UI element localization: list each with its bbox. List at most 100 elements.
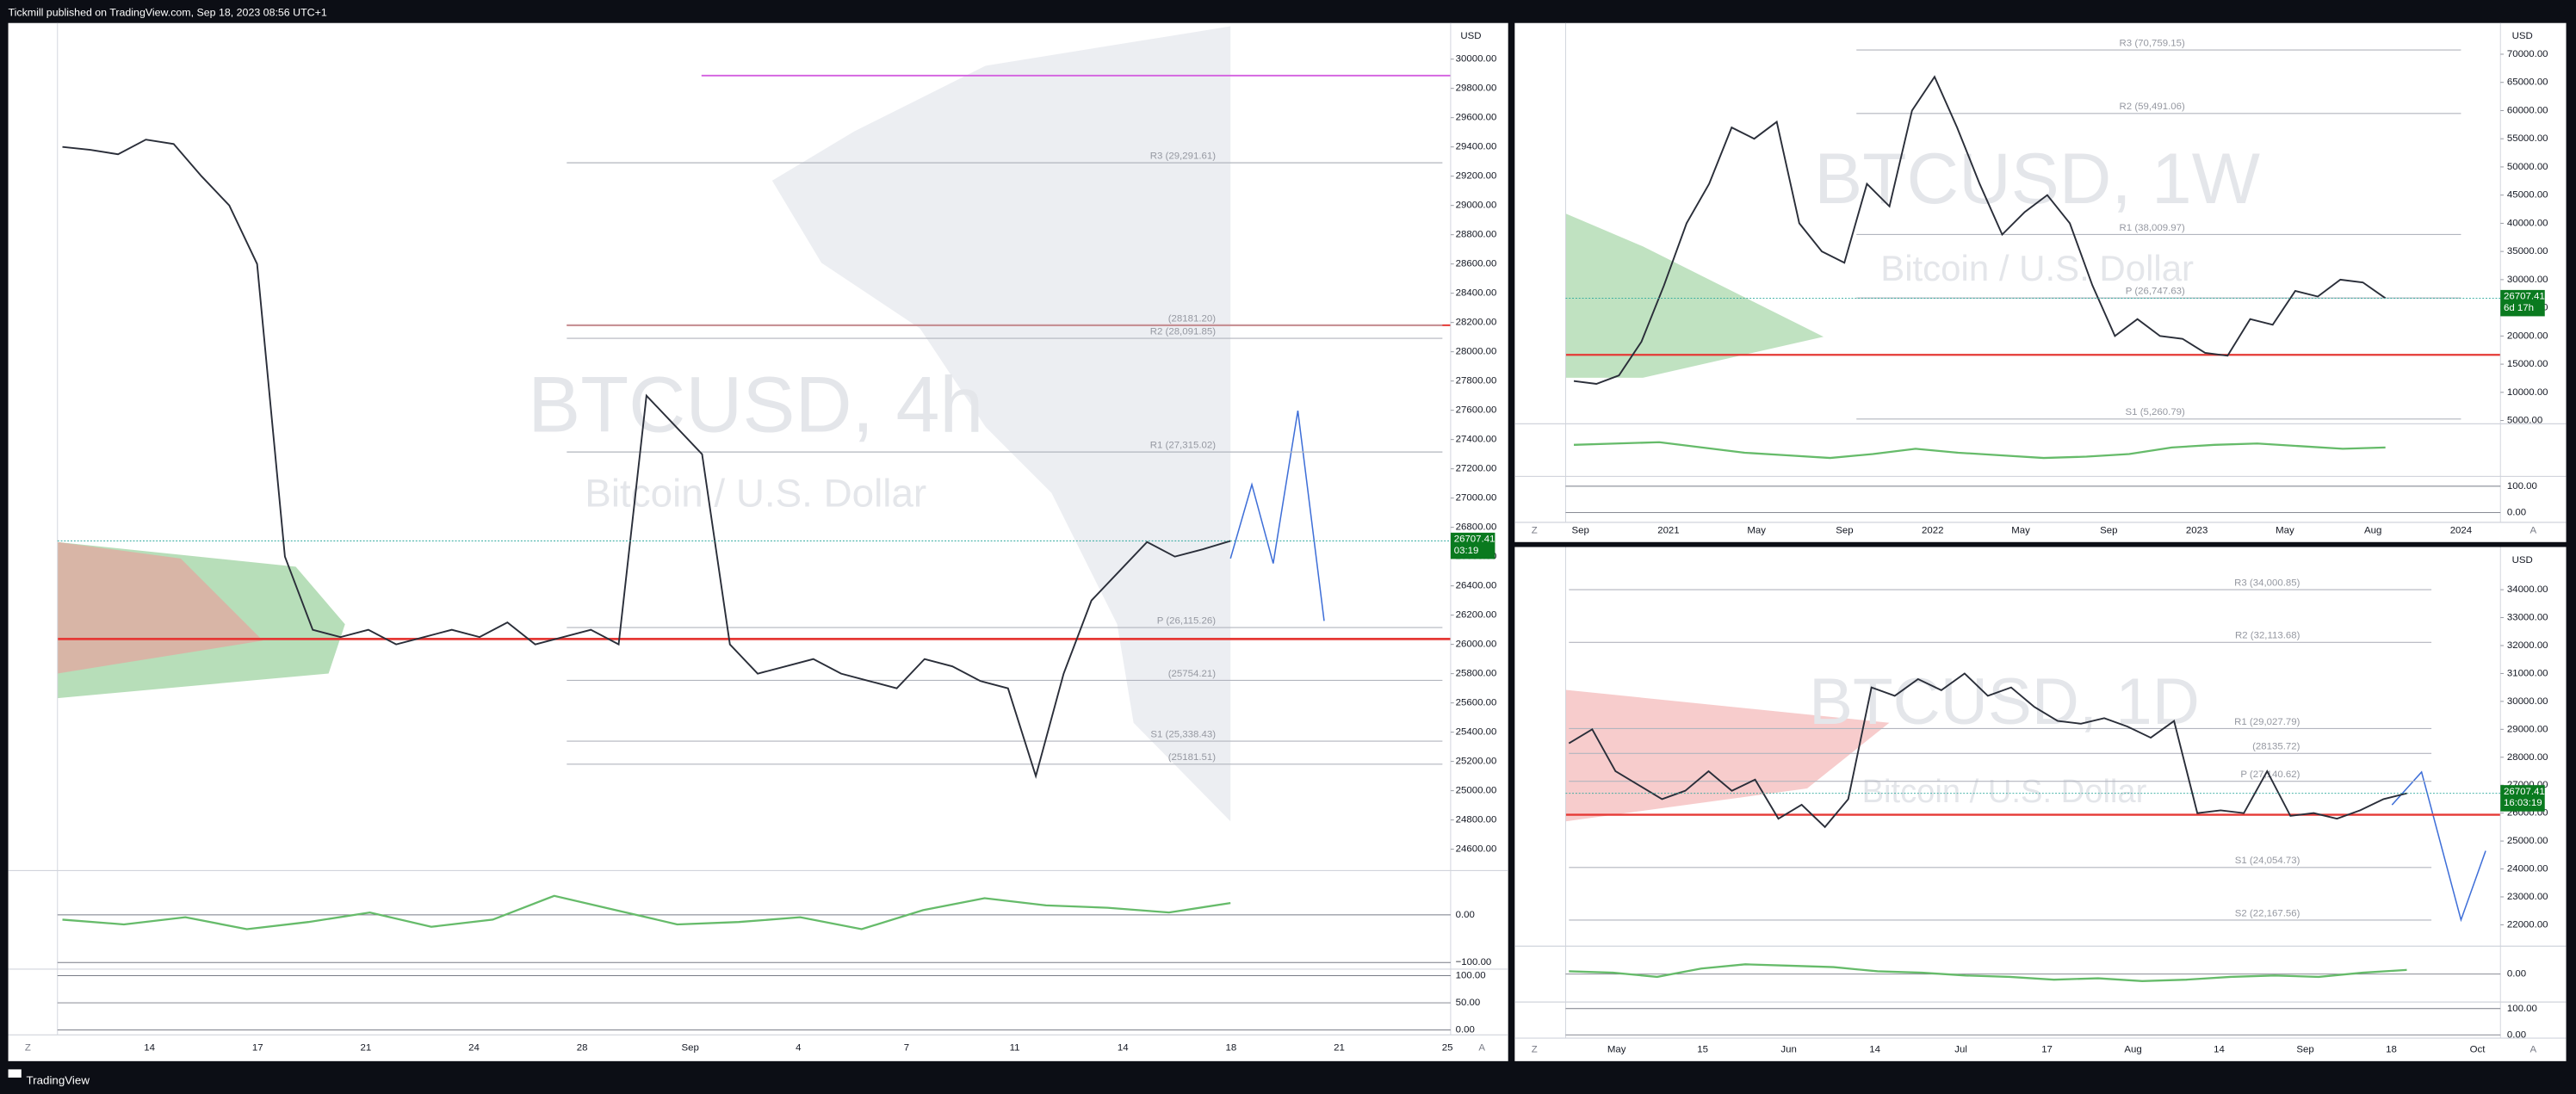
control-button[interactable]: A (1478, 1043, 1485, 1054)
x-tick-label: 2021 (1657, 525, 1679, 535)
y-tick-label: 25400.00 (1456, 727, 1497, 738)
price-tag (1450, 532, 1495, 559)
oscillator-line (1573, 441, 2386, 460)
control-button[interactable]: Z (1532, 1044, 1538, 1054)
x-tick-label: Jul (1954, 1044, 1967, 1054)
y-tick-label: 100.00 (1456, 971, 1486, 981)
y-tick-label: 32000.00 (2507, 640, 2548, 651)
volume-profile (771, 26, 1231, 822)
x-tick-label: 18 (2386, 1044, 2397, 1054)
x-tick-label: 18 (1225, 1043, 1236, 1054)
x-tick-label: 25 (1442, 1043, 1453, 1054)
pivot-label: R1 (29,027.79) (2234, 717, 2300, 727)
x-tick-label: 11 (1010, 1043, 1020, 1054)
x-tick-label: 24 (468, 1043, 480, 1054)
y-tick-label: 25000.00 (1456, 786, 1497, 796)
volume-profile (57, 541, 263, 674)
y-tick-label: 34000.00 (2507, 584, 2548, 595)
y-tick-label: 28400.00 (1456, 288, 1497, 299)
pivot-label: S2 (22,167.56) (2235, 908, 2300, 918)
projection (2391, 770, 2486, 923)
control-button[interactable]: A (2530, 525, 2537, 535)
projection (1229, 410, 1325, 621)
y-tick-label: 65000.00 (2507, 77, 2548, 88)
y-tick-label: 27400.00 (1456, 435, 1497, 445)
price-line (1568, 672, 2407, 829)
currency: USD (2512, 31, 2533, 41)
y-tick-label: 100.00 (2507, 481, 2537, 491)
y-tick-label: 28600.00 (1456, 259, 1497, 269)
y-tick-label: 0.00 (2507, 1029, 2526, 1040)
pivot-label: R1 (27,315.02) (1150, 440, 1216, 450)
pivot-label: R3 (34,000.85) (2234, 578, 2300, 588)
footer-brand: TradingView (27, 1073, 90, 1086)
y-tick-label: 5000.00 (2507, 416, 2542, 426)
price-tag-label: 26707.41 (2504, 292, 2545, 302)
x-tick-label: Jun (1780, 1044, 1796, 1054)
control-button[interactable]: Z (25, 1043, 31, 1054)
x-tick-label: Sep (682, 1043, 699, 1054)
y-tick-label: 29000.00 (2507, 724, 2548, 734)
y-tick-label: 28800.00 (1456, 230, 1497, 240)
currency: USD (2512, 555, 2533, 566)
y-tick-label: 0.00 (1456, 1025, 1475, 1035)
currency: USD (1460, 31, 1481, 41)
x-tick-label: 14 (1869, 1044, 1880, 1054)
watermark-subtitle: Bitcoin / U.S. Dollar (1862, 773, 2147, 810)
control-button[interactable]: A (2530, 1044, 2537, 1054)
y-tick-label: 40000.00 (2507, 218, 2548, 228)
watermark-subtitle: Bitcoin / U.S. Dollar (585, 471, 926, 515)
y-tick-label: 29600.00 (1456, 113, 1497, 123)
pivot-label: (28135.72) (2252, 742, 2300, 752)
x-tick-label: 14 (144, 1043, 155, 1054)
x-tick-label: 17 (252, 1043, 263, 1054)
x-tick-label: May (2011, 525, 2030, 535)
pivot-label: R3 (29,291.61) (1150, 151, 1216, 162)
y-tick-label: 50.00 (1456, 998, 1481, 1008)
y-tick-label: 30000.00 (1456, 54, 1497, 65)
oscillator-line (62, 894, 1231, 930)
x-tick-label: Sep (2296, 1044, 2313, 1054)
x-tick-label: 17 (2041, 1044, 2053, 1054)
pivot-label: R3 (70,759.15) (2120, 38, 2185, 48)
watermark-title: BTCUSD, 4h (528, 361, 983, 448)
watermark-subtitle: Bitcoin / U.S. Dollar (1880, 248, 2194, 288)
y-tick-label: 25200.00 (1456, 757, 1497, 767)
y-tick-label: 27800.00 (1456, 376, 1497, 386)
x-tick-label: 14 (1118, 1043, 1129, 1054)
price-tag-label: 26707.41 (1454, 535, 1495, 545)
y-tick-label: 100.00 (2507, 1004, 2537, 1014)
y-tick-label: 20000.00 (2507, 331, 2548, 341)
y-tick-label: 30000.00 (2507, 696, 2548, 707)
y-tick-label: 25800.00 (1456, 669, 1497, 679)
x-tick-label: Sep (1836, 525, 1853, 535)
x-tick-label: 2023 (2186, 525, 2208, 535)
y-tick-label: −100.00 (1456, 957, 1492, 967)
x-tick-label: Aug (2364, 525, 2381, 535)
y-tick-label: 26400.00 (1456, 581, 1497, 591)
y-tick-label: 28000.00 (1456, 347, 1497, 357)
price-line (62, 139, 1231, 780)
control-button[interactable]: Z (1532, 525, 1538, 535)
pivot-label: R1 (38,009.97) (2120, 223, 2185, 233)
pivot-label: R2 (59,491.06) (2120, 102, 2185, 112)
pivot-label: (28181.20) (1168, 313, 1217, 324)
y-tick-label: 26800.00 (1456, 522, 1497, 533)
x-tick-label: 21 (361, 1043, 372, 1054)
y-tick-label: 27600.00 (1456, 405, 1497, 416)
pivot-label: (25754.21) (1168, 669, 1217, 679)
y-tick-label: 27000.00 (1456, 493, 1497, 504)
y-tick-label: 50000.00 (2507, 162, 2548, 172)
x-tick-label: 21 (1334, 1043, 1345, 1054)
watermark-title: BTCUSD, 1D (1809, 665, 2200, 739)
y-tick-label: 28200.00 (1456, 318, 1497, 328)
x-tick-label: 4 (796, 1043, 802, 1054)
y-tick-label: 24800.00 (1456, 815, 1497, 825)
pivot-label: R2 (28,091.85) (1150, 326, 1216, 337)
y-tick-label: 0.00 (2507, 507, 2526, 517)
x-tick-label: Sep (1571, 525, 1588, 535)
x-tick-label: 2022 (1922, 525, 1943, 535)
y-tick-label: 10000.00 (2507, 387, 2548, 398)
